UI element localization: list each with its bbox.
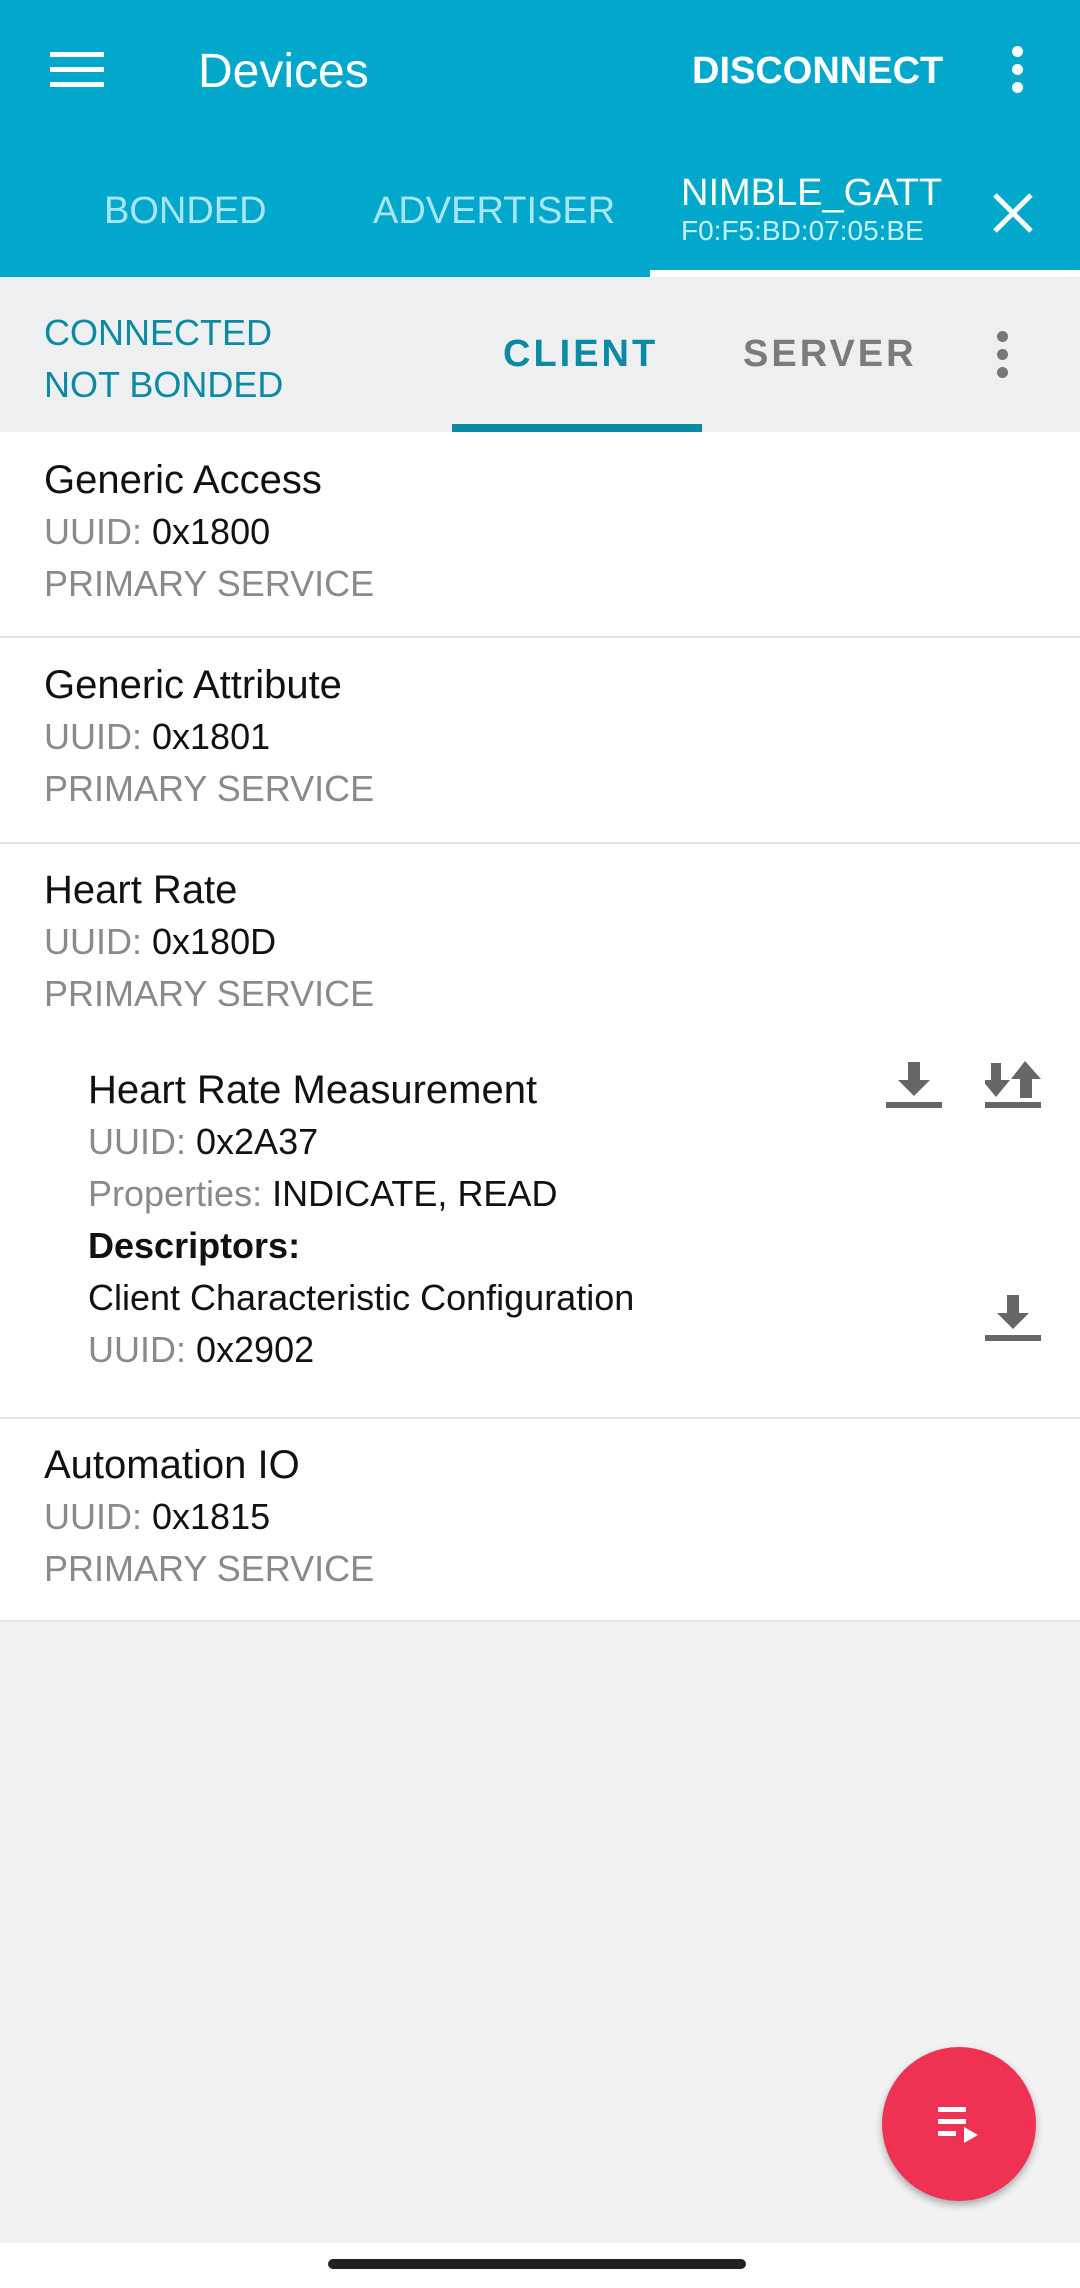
tab-advertiser[interactable]: ADVERTISER <box>373 190 616 232</box>
divider <box>0 1417 1080 1419</box>
tab-nimble-gatt[interactable]: NIMBLE_GATT F0:F5:BD:07:05:BE <box>681 172 942 247</box>
connected-status: CONNECTED <box>44 312 273 353</box>
service-uuid: 0x1800 <box>152 511 271 552</box>
tab-indicator <box>650 270 1080 277</box>
subtab-indicator <box>452 424 702 432</box>
tab-device-address: F0:F5:BD:07:05:BE <box>681 215 924 246</box>
close-icon[interactable] <box>990 190 1036 236</box>
descriptors-label: Descriptors: <box>88 1225 301 1266</box>
service-type: PRIMARY SERVICE <box>44 973 375 1014</box>
service-item[interactable]: Heart Rate UUID: 0x180D PRIMARY SERVICE <box>44 864 374 1020</box>
app-bar: Devices DISCONNECT BONDED ADVERTISER NIM… <box>0 0 1080 277</box>
connection-status: CONNECTED NOT BONDED <box>44 307 283 411</box>
playlist-play-icon <box>938 2107 978 2143</box>
properties-label: Properties: <box>88 1173 263 1214</box>
service-uuid: 0x1801 <box>152 716 271 757</box>
services-list: Generic Access UUID: 0x1800 PRIMARY SERV… <box>0 432 1080 1622</box>
disconnect-button[interactable]: DISCONNECT <box>692 50 944 92</box>
service-item[interactable]: Generic Access UUID: 0x1800 PRIMARY SERV… <box>44 454 374 610</box>
characteristic-name: Heart Rate Measurement <box>88 1068 538 1112</box>
service-type: PRIMARY SERVICE <box>44 768 375 809</box>
tab-device-name: NIMBLE_GATT <box>681 172 943 214</box>
log-fab-button[interactable] <box>882 2047 1036 2201</box>
service-type: PRIMARY SERVICE <box>44 563 375 604</box>
read-icon[interactable] <box>886 1060 942 1115</box>
indicate-icon[interactable] <box>982 1060 1041 1115</box>
characteristic-item[interactable]: Heart Rate Measurement UUID: 0x2A37 Prop… <box>88 1064 634 1376</box>
service-uuid: 0x1815 <box>152 1496 271 1537</box>
tab-bonded[interactable]: BONDED <box>104 190 267 232</box>
service-item[interactable]: Generic Attribute UUID: 0x1801 PRIMARY S… <box>44 659 374 815</box>
descriptor-name: Client Characteristic Configuration <box>88 1277 635 1318</box>
divider <box>0 636 1080 638</box>
read-descriptor-icon[interactable] <box>985 1293 1041 1348</box>
service-name: Generic Attribute <box>44 663 342 707</box>
more-vert-icon[interactable] <box>997 331 1009 379</box>
tab-client[interactable]: CLIENT <box>503 333 659 375</box>
service-name: Generic Access <box>44 458 322 502</box>
uuid-label: UUID: <box>88 1329 186 1370</box>
service-name: Automation IO <box>44 1443 300 1487</box>
uuid-label: UUID: <box>44 921 142 962</box>
more-vert-icon[interactable] <box>1012 46 1024 94</box>
uuid-label: UUID: <box>44 716 142 757</box>
divider <box>0 1620 1080 1622</box>
page-title: Devices <box>198 45 369 98</box>
characteristic-properties: INDICATE, READ <box>272 1173 558 1214</box>
bond-status: NOT BONDED <box>44 364 284 405</box>
tab-server[interactable]: SERVER <box>743 333 917 375</box>
uuid-label: UUID: <box>44 1496 142 1537</box>
hamburger-icon[interactable] <box>50 52 104 87</box>
service-type: PRIMARY SERVICE <box>44 1548 375 1589</box>
service-name: Heart Rate <box>44 868 238 912</box>
characteristic-uuid: 0x2A37 <box>196 1121 319 1162</box>
descriptor-uuid: 0x2902 <box>196 1329 315 1370</box>
connection-subheader: CONNECTED NOT BONDED CLIENT SERVER <box>0 277 1080 432</box>
uuid-label: UUID: <box>88 1121 186 1162</box>
service-item[interactable]: Automation IO UUID: 0x1815 PRIMARY SERVI… <box>44 1439 374 1595</box>
service-uuid: 0x180D <box>152 921 277 962</box>
home-gesture-handle[interactable] <box>328 2259 746 2269</box>
uuid-label: UUID: <box>44 511 142 552</box>
divider <box>0 842 1080 844</box>
